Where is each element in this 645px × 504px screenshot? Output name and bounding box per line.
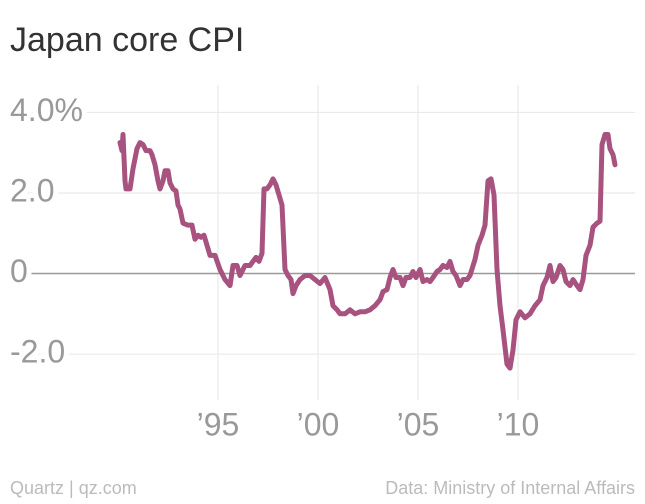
- y-tick-label: 0: [10, 253, 28, 289]
- x-tick-label: ’00: [297, 406, 340, 442]
- chart-title: Japan core CPI: [10, 21, 244, 59]
- x-tick-label: ’05: [397, 406, 440, 442]
- x-tick-label: ’10: [497, 406, 540, 442]
- data-line: [117, 132, 618, 371]
- y-tick-label: -2.0: [10, 334, 65, 370]
- source: Data: Ministry of Internal Affairs: [385, 478, 635, 498]
- x-tick-label: ’95: [197, 406, 240, 442]
- y-tick-label: 2.0: [10, 172, 54, 208]
- y-tick-label: 4.0%: [10, 92, 83, 128]
- credit: Quartz | qz.com: [10, 478, 137, 498]
